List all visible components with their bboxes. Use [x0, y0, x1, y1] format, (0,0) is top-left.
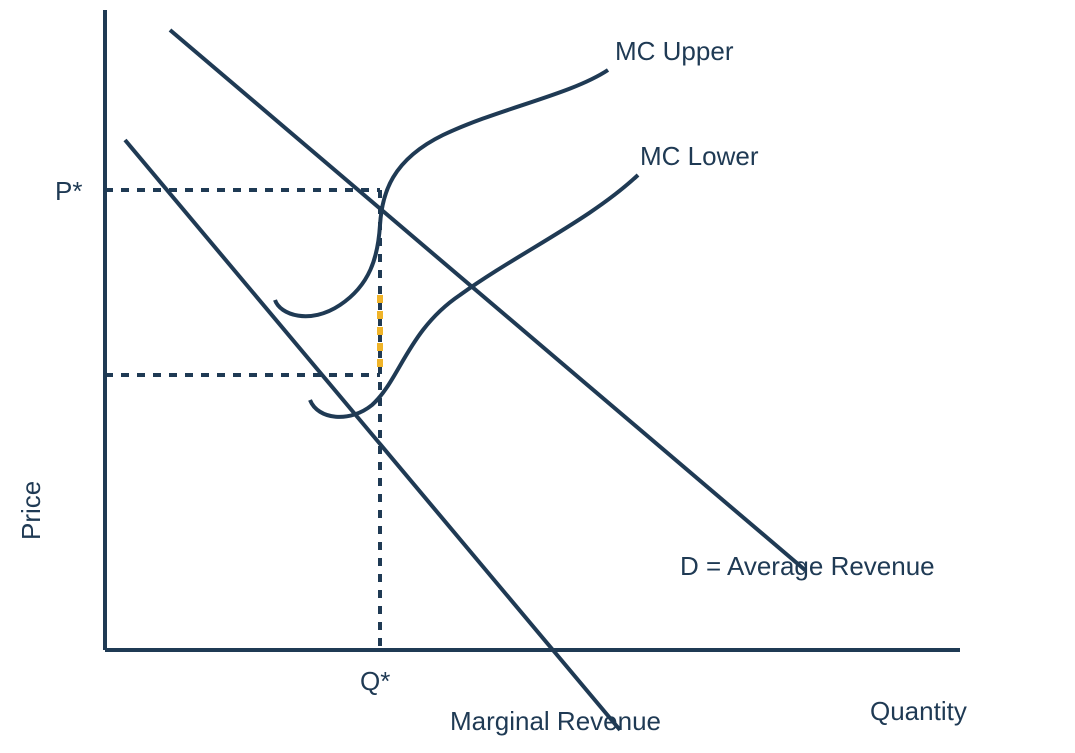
- q-star-label: Q*: [360, 666, 390, 696]
- x-axis-label: Quantity: [870, 696, 967, 726]
- demand-curve: [170, 30, 805, 570]
- mc-upper-label: MC Upper: [615, 36, 734, 66]
- p-star-label: P*: [55, 176, 82, 206]
- mc-lower-label: MC Lower: [640, 141, 759, 171]
- y-axis-label: Price: [16, 481, 46, 540]
- mc-lower-curve: [310, 175, 638, 417]
- kinked-demand-chart: MC Upper MC Lower D = Average Revenue Ma…: [0, 0, 1075, 753]
- demand-label: D = Average Revenue: [680, 551, 935, 581]
- mc-upper-curve: [275, 70, 608, 316]
- marginal-revenue-curve: [125, 140, 620, 730]
- marginal-revenue-label: Marginal Revenue: [450, 706, 661, 736]
